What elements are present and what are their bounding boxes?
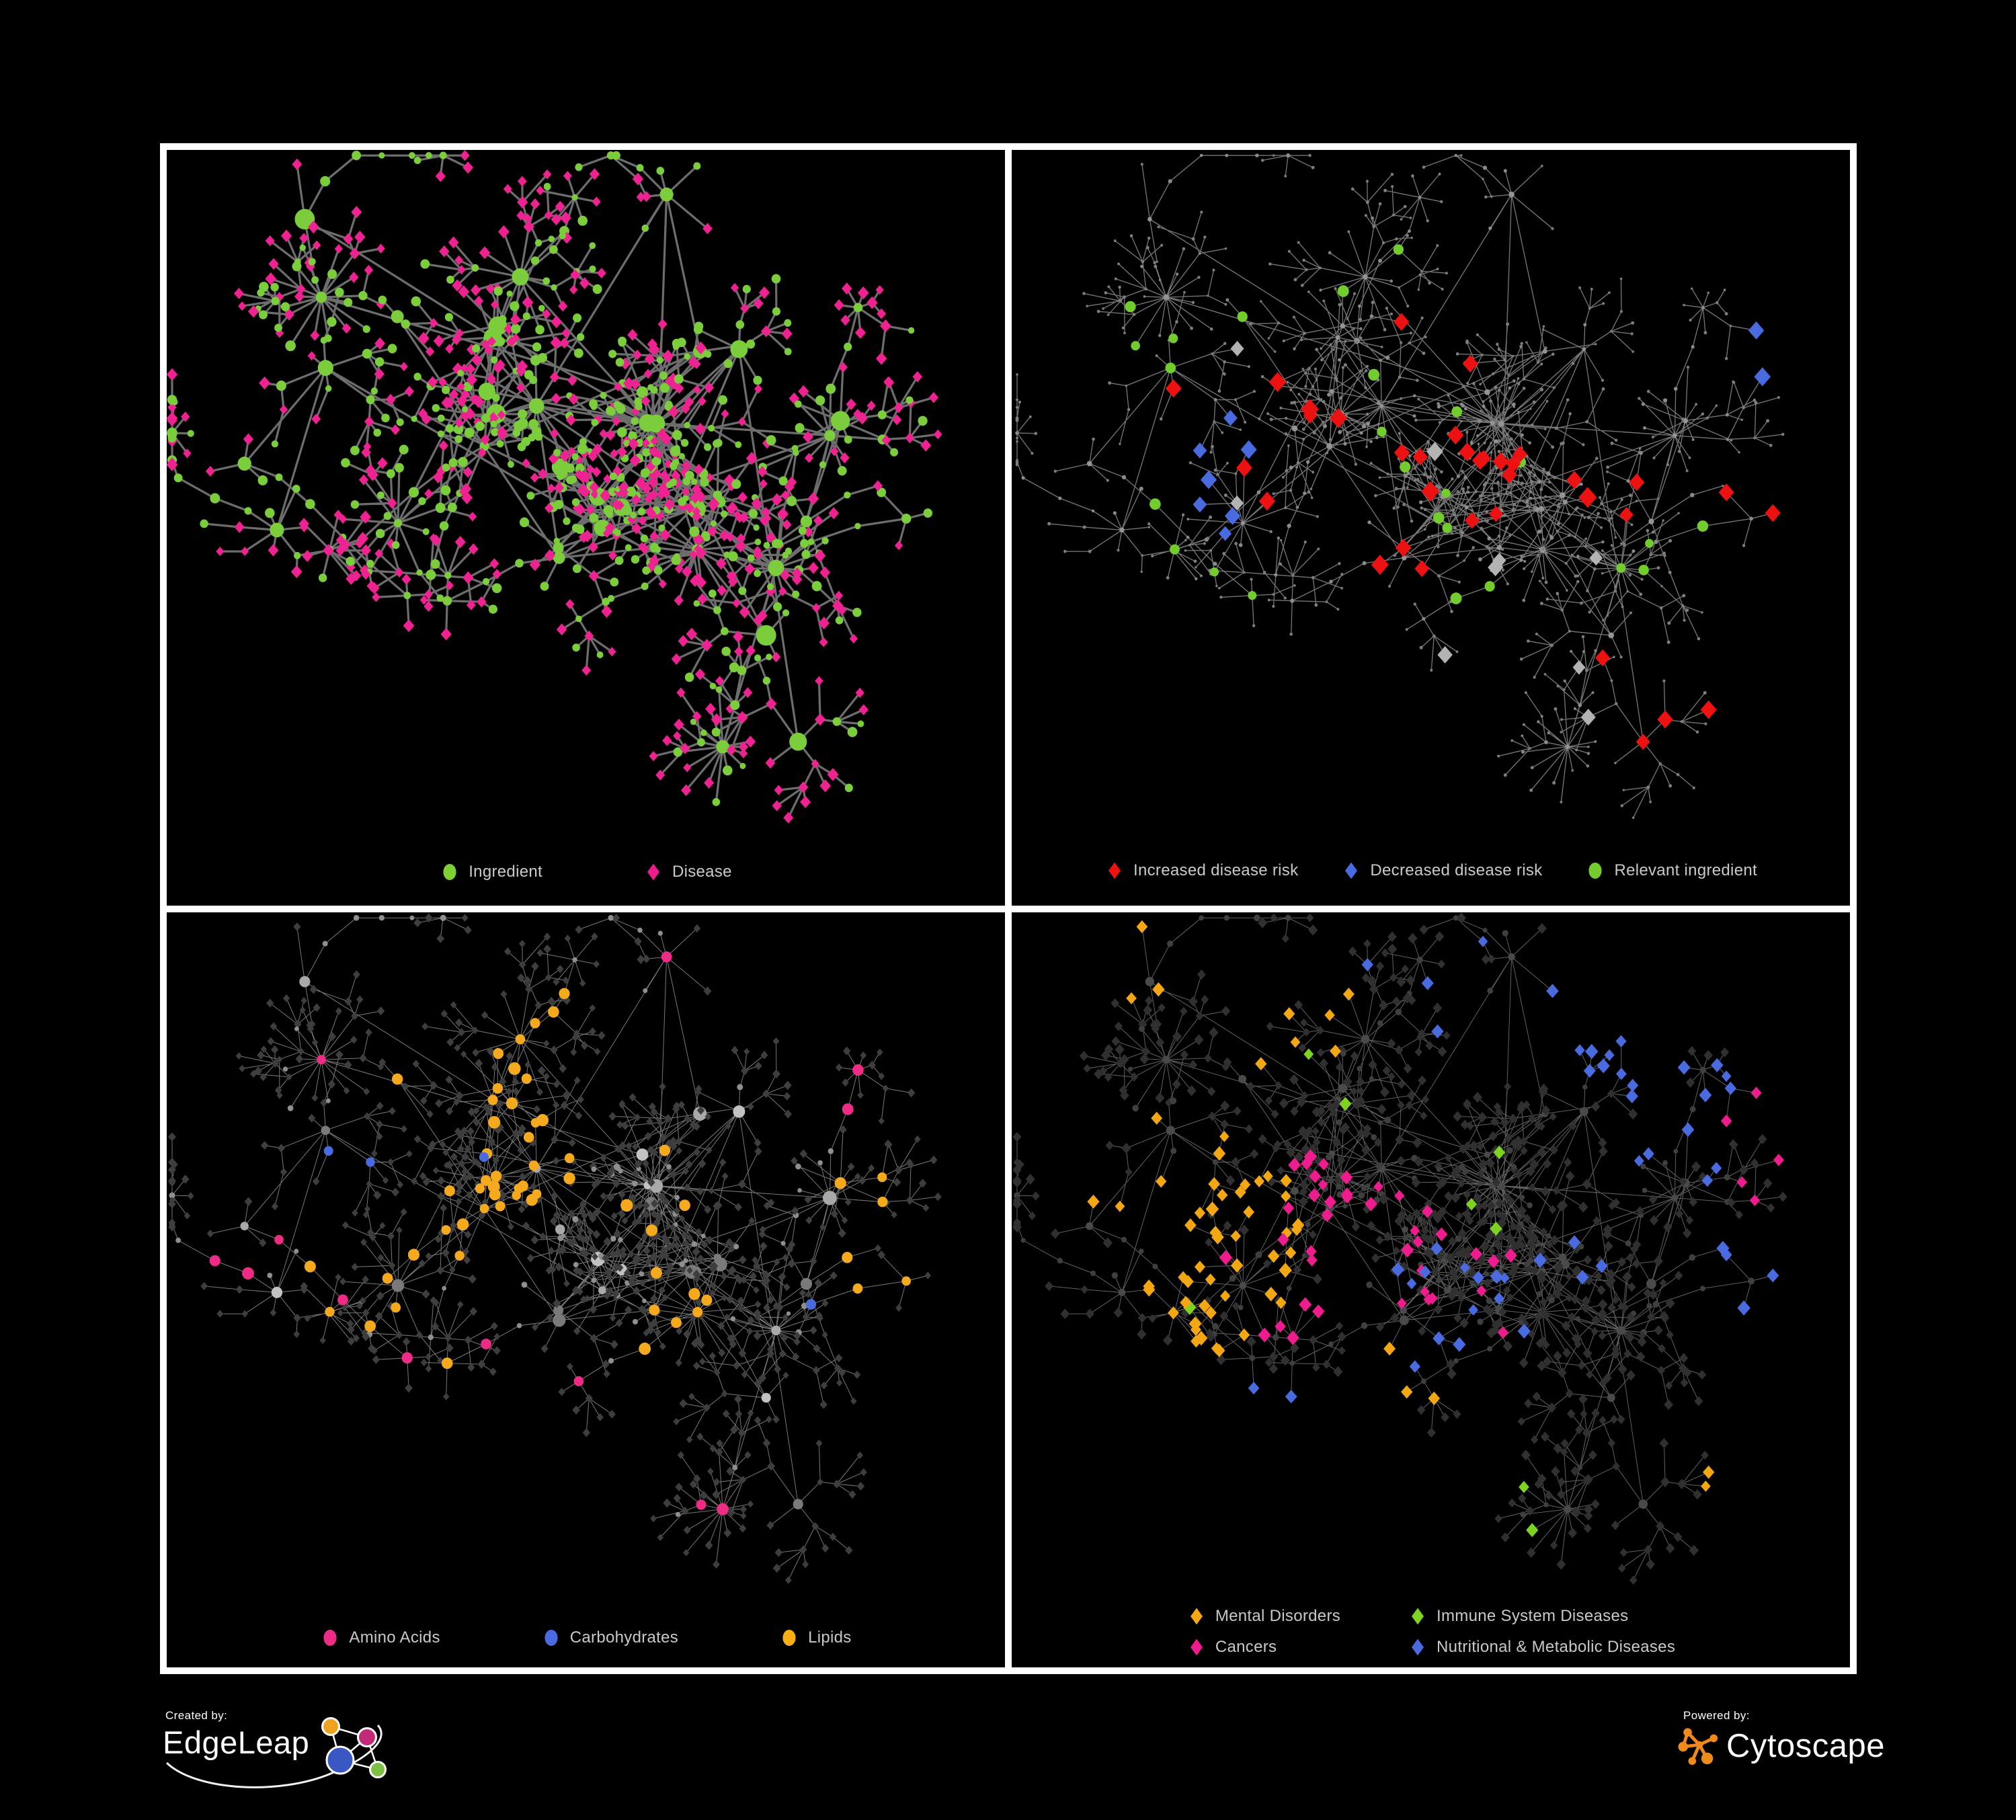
diamond-marker-icon <box>1412 1608 1424 1625</box>
edgeleap-credit: Created by: EdgeLeap <box>161 1706 403 1801</box>
legend-item-relevant-ingredient: Relevant ingredient <box>1585 860 1757 881</box>
legend-label: Decreased disease risk <box>1370 861 1543 879</box>
diamond-marker-icon <box>1345 862 1358 879</box>
legend-item-lipids: Lipids <box>779 1627 852 1649</box>
powered-by-label: Powered by: <box>1683 1709 1750 1722</box>
cytoscape-credit: Powered by: Cytoscape <box>1678 1709 1906 1790</box>
legend-ingredient-disease: Ingredient Disease <box>167 861 1005 883</box>
legend-disease-risk: Increased disease risk Decreased disease… <box>1012 860 1850 881</box>
legend-label: Immune System Diseases <box>1437 1607 1629 1625</box>
legend-label: Nutritional & Metabolic Diseases <box>1437 1638 1676 1656</box>
legend-label: Amino Acids <box>349 1628 440 1647</box>
legend-item-mental-disorders: Mental Disorders <box>1186 1606 1340 1627</box>
legend-label: Cancers <box>1215 1638 1277 1656</box>
legend-compound-classes: Amino Acids Carbohydrates Lipids <box>167 1627 1005 1649</box>
legend-item-amino-acids: Amino Acids <box>320 1627 440 1649</box>
legend-label: Carbohydrates <box>569 1628 679 1647</box>
legend-item-ingredient: Ingredient <box>440 861 542 883</box>
legend-label: Relevant ingredient <box>1614 861 1757 879</box>
legend-label: Mental Disorders <box>1215 1607 1341 1625</box>
diamond-marker-icon <box>1108 862 1121 879</box>
edgeleap-logo-icon <box>165 1717 387 1788</box>
circle-marker-icon <box>545 1630 558 1646</box>
panel-compound-classes: Amino Acids Carbohydrates Lipids <box>167 912 1005 1667</box>
cytoscape-logo-icon <box>1678 1728 1718 1766</box>
created-by-label: Created by: <box>165 1709 228 1722</box>
circle-marker-icon <box>782 1630 796 1646</box>
legend-label: Increased disease risk <box>1133 861 1299 879</box>
panel-disease-risk: Increased disease risk Decreased disease… <box>1012 150 1850 906</box>
panel-disease-classes: Mental Disorders Immune System Diseases … <box>1012 912 1850 1667</box>
diamond-marker-icon <box>1190 1638 1203 1656</box>
legend-item-immune-system-diseases: Immune System Diseases <box>1408 1606 1628 1627</box>
legend-item-carbohydrates: Carbohydrates <box>541 1627 678 1649</box>
diamond-marker-icon <box>1412 1638 1424 1656</box>
legend-item-decreased-risk: Decreased disease risk <box>1341 860 1542 881</box>
panel-ingredient-disease: Ingredient Disease <box>167 150 1005 906</box>
circle-marker-icon <box>443 863 456 880</box>
circle-marker-icon <box>323 1630 337 1646</box>
cytoscape-wordmark: Cytoscape <box>1726 1728 1886 1764</box>
legend-item-cancers: Cancers <box>1186 1636 1277 1658</box>
network-compound-classes <box>168 912 942 1584</box>
legend-label: Lipids <box>808 1628 852 1647</box>
panels-grid: Ingredient Disease Increased disease ris… <box>160 143 1857 1674</box>
legend-item-disease: Disease <box>643 861 732 883</box>
legend-item-nutritional-metabolic-diseases: Nutritional & Metabolic Diseases <box>1408 1636 1675 1658</box>
diamond-marker-icon <box>1190 1608 1203 1625</box>
legend-label: Ingredient <box>469 862 542 881</box>
network-disease-classes <box>1012 912 1787 1585</box>
legend-disease-classes: Mental Disorders Immune System Diseases … <box>1012 1606 1850 1658</box>
diamond-marker-icon <box>647 863 659 880</box>
edgeleap-wordmark: EdgeLeap <box>163 1725 310 1760</box>
circle-marker-icon <box>1588 862 1603 879</box>
legend-label: Disease <box>672 862 732 881</box>
network-ingredient-disease <box>167 150 942 824</box>
legend-item-increased-risk: Increased disease risk <box>1104 860 1298 881</box>
network-disease-risk <box>1015 153 1785 820</box>
